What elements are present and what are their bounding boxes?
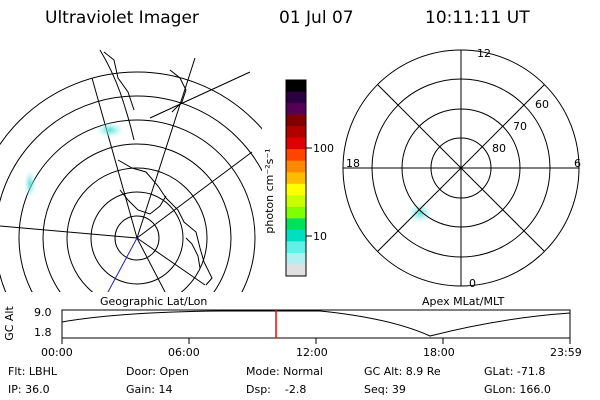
colorbar-segment <box>286 206 306 219</box>
right-map-label: Apex MLat/MLT <box>422 295 505 308</box>
colorbar-tick-label: 100 <box>313 142 334 155</box>
colorbar-segment <box>286 218 306 231</box>
lat-circle <box>90 191 184 285</box>
mlt-label-0: 0 <box>469 277 476 290</box>
colorbar-tick-label: 10 <box>313 230 327 243</box>
lat-circle <box>114 215 160 261</box>
meridian-line <box>0 225 138 239</box>
seq-info: Seq: 39 <box>364 383 406 396</box>
timeline-y-tick: 9.0 <box>34 306 52 319</box>
meridian-line <box>136 237 206 286</box>
timeline-axis-title: GC Alt <box>2 306 16 341</box>
gain-info: Gain: 14 <box>126 383 173 396</box>
colorbar-segment <box>286 126 306 139</box>
timeline-x-tick: 06:00 <box>168 346 200 359</box>
meridian-line <box>136 237 166 292</box>
lat-circle <box>42 143 232 292</box>
aurora-spot <box>96 122 124 138</box>
filter-info: Flt: LBHL <box>8 365 57 378</box>
colorbar-segment <box>286 160 306 173</box>
timeline-x-tick: 23:59 <box>550 346 582 359</box>
colorbar-segment <box>286 103 306 116</box>
date-label: 01 Jul 07 <box>279 8 354 28</box>
colorbar-segment <box>286 114 306 127</box>
geographic-map <box>0 49 262 292</box>
meridian-line <box>91 77 138 239</box>
lat-circle <box>0 71 262 146</box>
colorbar-segment <box>286 183 306 196</box>
colorbar <box>285 79 312 277</box>
gc-alt-info: GC Alt: 8.9 Re <box>364 365 441 378</box>
mlat-label-80: 80 <box>492 142 506 155</box>
door-info: Door: Open <box>126 365 189 378</box>
coastline <box>99 49 135 141</box>
lat-circle <box>0 95 262 292</box>
timeline-x-tick: 00:00 <box>41 346 73 359</box>
colorbar-segment <box>286 91 306 104</box>
antarctic-coastline <box>119 189 167 215</box>
mode-info: Mode: Normal <box>246 365 323 378</box>
meridian-line <box>149 71 251 119</box>
antarctic-coastline <box>117 159 213 286</box>
instrument-title: Ultraviolet Imager <box>45 8 199 28</box>
time-label: 10:11:11 UT <box>425 8 530 28</box>
mlt-diagonal <box>377 84 545 252</box>
coastline <box>103 51 135 111</box>
colorbar-segment <box>286 252 306 265</box>
glat-info: GLat: -71.8 <box>484 365 546 378</box>
aurora-spot <box>24 170 36 198</box>
colorbar-segment <box>286 264 306 277</box>
colorbar-segment <box>286 241 306 254</box>
timeline-x-tick: 18:00 <box>423 346 455 359</box>
colorbar-segment <box>286 195 306 208</box>
dsp-info: Dsp: -2.8 <box>246 383 307 396</box>
glon-info: GLon: 166.0 <box>484 383 551 396</box>
left-map-label: Geographic Lat/Lon <box>100 295 208 308</box>
colorbar-frame <box>285 79 307 277</box>
timeline-x-tick: 12:00 <box>296 346 328 359</box>
orbit-track-line <box>107 237 138 292</box>
timeline-y-tick: 1.8 <box>34 326 52 339</box>
mlat-label-70: 70 <box>513 120 527 133</box>
colorbar-unit-label: photon cm⁻²s⁻¹ <box>263 148 276 234</box>
mlt-label-12: 12 <box>477 47 491 60</box>
coastline <box>169 69 187 113</box>
lat-circle <box>66 167 208 292</box>
gc-altitude-curve <box>61 310 571 337</box>
gc-altitude-timeline <box>61 309 571 344</box>
ip-info: IP: 36.0 <box>8 383 50 396</box>
aurora-spot <box>408 203 432 223</box>
lat-circle <box>18 119 256 292</box>
magnetic-polar-map <box>342 49 580 287</box>
colorbar-segment <box>286 137 306 150</box>
mlt-label-6: 6 <box>574 157 581 170</box>
mlt-label-18: 18 <box>346 157 360 170</box>
mlat-label-60: 60 <box>535 98 549 111</box>
colorbar-segment <box>286 172 306 185</box>
antarctic-coastline <box>185 237 201 269</box>
colorbar-segment <box>286 229 306 242</box>
meridian-line <box>136 57 196 239</box>
colorbar-segment <box>286 149 306 162</box>
colorbar-segment <box>286 80 306 93</box>
meridian-line <box>136 151 253 239</box>
